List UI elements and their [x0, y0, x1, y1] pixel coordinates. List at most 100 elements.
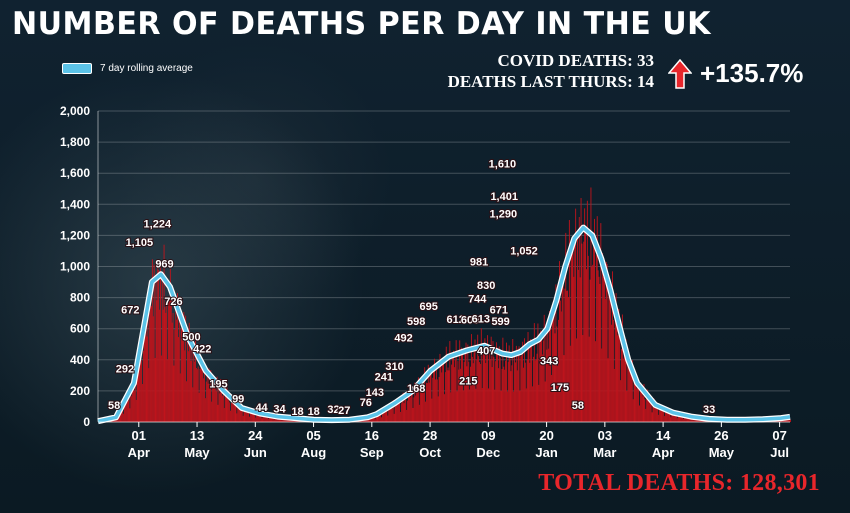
data-label: 598	[407, 316, 425, 328]
daily-bar	[239, 408, 240, 422]
daily-bar	[418, 404, 420, 422]
data-label: 1,290	[490, 208, 518, 220]
daily-bar	[253, 413, 255, 422]
daily-bar	[701, 420, 703, 422]
daily-bar	[554, 333, 556, 422]
daily-bar	[498, 346, 500, 422]
daily-bar	[665, 412, 667, 422]
daily-bar	[370, 417, 372, 422]
daily-bar	[538, 384, 540, 422]
x-tick-day: 20	[539, 428, 553, 443]
daily-bar	[137, 372, 139, 422]
daily-bar	[455, 340, 457, 422]
daily-bar	[225, 396, 227, 422]
daily-bar	[257, 413, 258, 422]
daily-bar	[399, 411, 401, 422]
daily-bar	[651, 412, 653, 422]
daily-bar	[261, 418, 263, 422]
daily-bar	[483, 349, 485, 422]
stats-block: COVID DEATHS: 33 DEATHS LAST THURS: 14	[448, 50, 654, 92]
daily-bar	[623, 351, 625, 422]
daily-bar	[561, 277, 563, 422]
daily-bar	[539, 342, 541, 422]
daily-bar	[652, 403, 654, 422]
daily-bar	[223, 408, 225, 422]
daily-bar	[519, 390, 521, 422]
data-label: 422	[193, 343, 211, 355]
daily-bar	[186, 381, 187, 422]
data-label: 310	[385, 361, 403, 373]
daily-bar	[228, 400, 230, 422]
data-label: 609	[461, 314, 479, 326]
daily-bar	[653, 398, 655, 422]
daily-bar	[185, 315, 187, 422]
daily-bar	[532, 386, 533, 422]
daily-bar	[231, 398, 233, 422]
daily-bar	[408, 390, 409, 422]
daily-bar	[173, 365, 175, 422]
daily-bar	[454, 359, 456, 422]
daily-bar	[214, 377, 216, 422]
daily-bar	[588, 336, 590, 422]
daily-bar	[375, 416, 377, 422]
daily-bar	[450, 392, 452, 422]
daily-bar	[275, 417, 276, 422]
daily-bar	[211, 401, 213, 422]
daily-bar	[385, 410, 387, 422]
x-tick-month: Dec	[476, 445, 500, 460]
data-label: 613	[472, 314, 490, 326]
daily-bar	[522, 341, 524, 422]
daily-bar	[124, 402, 125, 422]
y-tick-label: 1,800	[60, 135, 90, 149]
daily-bar	[156, 300, 158, 422]
daily-bar	[435, 379, 436, 422]
x-tick-day: 24	[248, 428, 263, 443]
daily-bar	[607, 358, 609, 422]
data-label: 1,105	[126, 237, 154, 249]
daily-bar	[122, 404, 124, 422]
daily-bar	[170, 295, 172, 422]
daily-bar	[143, 335, 145, 422]
daily-bar	[374, 418, 376, 422]
daily-bar	[135, 399, 137, 422]
data-label: 492	[394, 332, 412, 344]
daily-bar	[130, 389, 132, 422]
daily-bar	[145, 306, 147, 422]
daily-bar	[184, 350, 186, 422]
daily-bar	[527, 332, 529, 422]
daily-bar	[265, 414, 267, 422]
daily-bar	[391, 408, 393, 422]
daily-bar	[410, 392, 412, 422]
x-tick-day: 07	[772, 428, 786, 443]
daily-bar	[569, 345, 571, 422]
daily-bar	[457, 361, 459, 422]
daily-bar	[461, 353, 463, 422]
daily-bar	[390, 406, 391, 422]
daily-bar	[123, 413, 125, 422]
daily-bar	[462, 390, 464, 422]
daily-bar	[584, 208, 586, 422]
daily-bar	[432, 377, 434, 422]
total-deaths: TOTAL DEATHS: 128,301	[538, 470, 820, 496]
daily-bar	[590, 187, 592, 422]
daily-bar	[129, 408, 131, 422]
y-tick-label: 1,200	[60, 228, 90, 242]
data-label: 18	[308, 406, 320, 418]
daily-bar	[571, 245, 573, 422]
daily-bar	[197, 366, 199, 422]
daily-bar	[388, 410, 390, 422]
daily-bar	[666, 410, 668, 422]
daily-bar	[402, 392, 404, 422]
daily-bar	[275, 416, 277, 422]
daily-bar	[574, 237, 576, 422]
daily-bar	[166, 296, 168, 422]
daily-bar	[445, 346, 447, 422]
daily-bar	[505, 360, 507, 422]
daily-bar	[667, 412, 669, 422]
daily-bar	[246, 409, 248, 422]
daily-bar	[442, 362, 444, 422]
daily-bar	[463, 361, 465, 422]
daily-bar	[451, 364, 453, 422]
daily-bar	[200, 363, 202, 422]
